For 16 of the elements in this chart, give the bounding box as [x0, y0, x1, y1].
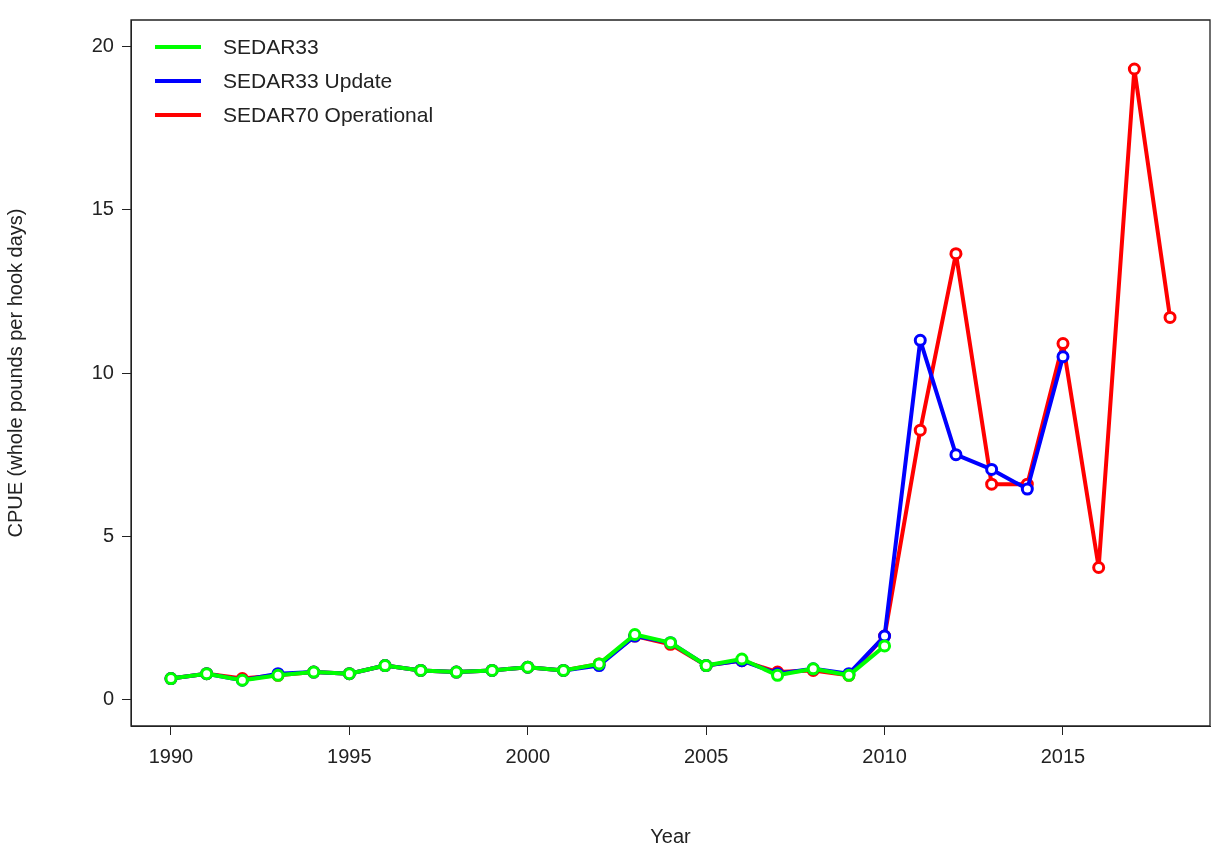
x-tick-label: 2000	[505, 744, 551, 767]
x-tick-label: 1995	[327, 744, 372, 767]
legend-label: SEDAR70 Operational	[223, 103, 434, 127]
x-tick-label: 2015	[1040, 744, 1086, 767]
y-axis-title: CPUE (whole pounds per hook days)	[3, 208, 26, 538]
y-tick-label: 15	[91, 197, 114, 220]
legend-label: SEDAR33 Update	[223, 69, 393, 93]
x-axis-title: Year	[650, 824, 692, 847]
x-tick-label: 1990	[148, 744, 194, 767]
y-tick-label: 0	[102, 687, 114, 710]
legend-label: SEDAR33	[223, 35, 319, 59]
x-tick-label: 2005	[683, 744, 729, 767]
y-tick-label: 20	[91, 33, 114, 56]
x-tick-label: 2010	[862, 744, 907, 767]
y-tick-label: 5	[102, 523, 114, 546]
y-tick-label: 10	[91, 360, 114, 383]
